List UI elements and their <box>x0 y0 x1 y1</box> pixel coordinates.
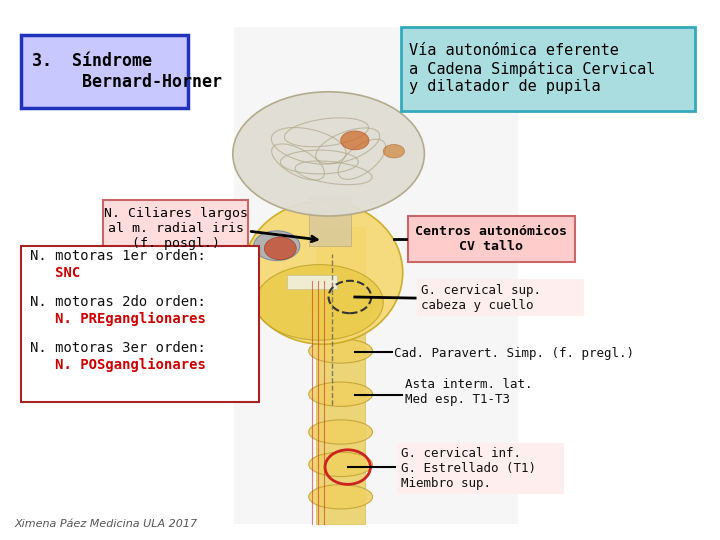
Text: N. PREganglionares: N. PREganglionares <box>30 312 206 326</box>
Bar <box>287 275 337 289</box>
Ellipse shape <box>309 485 372 509</box>
Text: G. cervical sup.
cabeza y cuello: G. cervical sup. cabeza y cuello <box>420 284 541 312</box>
Text: SNC: SNC <box>30 266 80 280</box>
Ellipse shape <box>309 295 372 320</box>
FancyBboxPatch shape <box>397 443 564 494</box>
Ellipse shape <box>264 237 297 260</box>
Text: N. motoras 2do orden:: N. motoras 2do orden: <box>30 295 206 309</box>
Ellipse shape <box>309 382 372 406</box>
Bar <box>316 227 366 524</box>
Text: Asta interm. lat.
Med esp. T1-T3: Asta interm. lat. Med esp. T1-T3 <box>405 378 532 406</box>
FancyBboxPatch shape <box>401 27 696 111</box>
Text: Vía autonómica eferente
a Cadena Simpática Cervical
y dilatador de pupila: Vía autonómica eferente a Cadena Simpáti… <box>410 43 656 94</box>
FancyBboxPatch shape <box>418 279 584 316</box>
Text: N. motoras 1er orden:: N. motoras 1er orden: <box>30 249 206 264</box>
Text: Cad. Paravert. Simp. (f. pregl.): Cad. Paravert. Simp. (f. pregl.) <box>394 347 634 360</box>
Text: N. motoras 3er orden:: N. motoras 3er orden: <box>30 341 206 355</box>
Text: Ximena Páez Medicina ULA 2017: Ximena Páez Medicina ULA 2017 <box>14 519 197 529</box>
Text: N. Ciliares largos
al m. radial iris
(f. posgl.): N. Ciliares largos al m. radial iris (f.… <box>104 207 248 249</box>
Bar <box>309 197 351 246</box>
Text: N. POSganglionares: N. POSganglionares <box>30 357 206 372</box>
Ellipse shape <box>256 265 383 340</box>
FancyBboxPatch shape <box>103 200 248 256</box>
Ellipse shape <box>253 231 300 261</box>
Ellipse shape <box>243 201 402 345</box>
Ellipse shape <box>309 420 372 444</box>
Ellipse shape <box>309 452 372 476</box>
Ellipse shape <box>383 144 405 158</box>
FancyBboxPatch shape <box>408 216 575 262</box>
FancyBboxPatch shape <box>22 246 259 402</box>
Ellipse shape <box>341 131 369 150</box>
Ellipse shape <box>309 339 372 363</box>
FancyBboxPatch shape <box>234 27 518 524</box>
FancyBboxPatch shape <box>22 35 188 108</box>
Text: G. cervical inf.
G. Estrellado (T1)
Miembro sup.: G. cervical inf. G. Estrellado (T1) Miem… <box>401 447 536 490</box>
Text: 3.  Síndrome
     Bernard-Horner: 3. Síndrome Bernard-Horner <box>32 52 222 91</box>
Ellipse shape <box>233 92 424 216</box>
Text: Centros autonómicos
CV tallo: Centros autonómicos CV tallo <box>415 225 567 253</box>
